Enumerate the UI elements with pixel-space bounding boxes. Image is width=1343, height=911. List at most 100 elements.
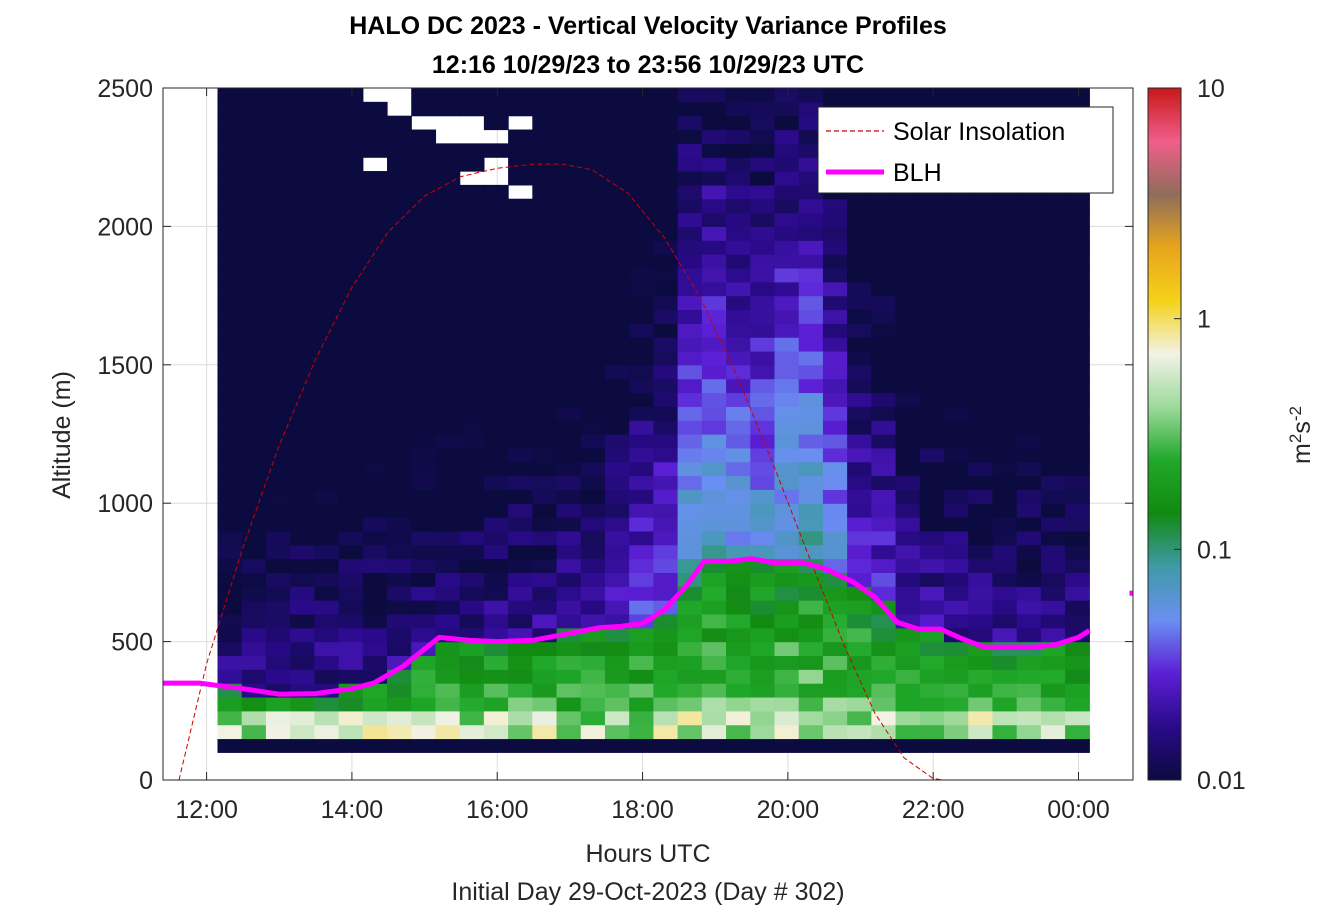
- heatmap-cell: [919, 600, 945, 615]
- heatmap-cell: [290, 420, 315, 435]
- heatmap-cell: [968, 267, 994, 283]
- heatmap-cell: [895, 475, 921, 490]
- heatmap-cell: [362, 226, 388, 241]
- heatmap-cell: [992, 309, 1018, 324]
- heatmap-cell: [580, 350, 606, 366]
- heatmap-cell: [265, 350, 291, 366]
- heatmap-cell: [338, 558, 364, 573]
- heatmap-cell: [265, 378, 291, 394]
- colorbar-gradient: [1147, 87, 1182, 781]
- heatmap-cell: [411, 337, 437, 352]
- heatmap-cell: [798, 254, 824, 269]
- heatmap-cell: [362, 600, 388, 615]
- heatmap-cell: [314, 724, 340, 740]
- heatmap-cell: [580, 420, 606, 435]
- heatmap-cell: [677, 517, 703, 532]
- heatmap-cell: [726, 350, 751, 366]
- heatmap-cell: [726, 724, 751, 740]
- heatmap-cell: [629, 558, 655, 573]
- heatmap-cell: [387, 724, 412, 740]
- heatmap-cell: [1040, 88, 1066, 103]
- heatmap-cell: [677, 88, 703, 103]
- heatmap-cell: [750, 240, 776, 255]
- heatmap-cell: [919, 503, 945, 518]
- heatmap-cell: [895, 683, 921, 698]
- heatmap-cell: [338, 475, 364, 490]
- heatmap-cell: [1040, 267, 1066, 283]
- heatmap-cell: [459, 350, 485, 366]
- heatmap-cell: [556, 143, 582, 158]
- heatmap-cell: [822, 364, 848, 380]
- heatmap-cell: [362, 627, 388, 643]
- heatmap-cell: [944, 309, 969, 324]
- heatmap-cell: [532, 434, 558, 449]
- heatmap-cell: [701, 447, 727, 463]
- heatmap-cell: [580, 295, 606, 311]
- heatmap-cell: [290, 129, 315, 144]
- heatmap-cell: [580, 281, 606, 297]
- heatmap-cell: [604, 683, 630, 698]
- heatmap-cell: [459, 572, 485, 587]
- heatmap-cell: [483, 267, 509, 283]
- heatmap-cell: [871, 461, 897, 477]
- heatmap-cell: [314, 738, 340, 753]
- heatmap-cell: [847, 378, 872, 394]
- heatmap-cell: [726, 240, 751, 255]
- heatmap-cell: [387, 171, 412, 186]
- heatmap-cell: [483, 489, 509, 504]
- x-axis-ticks: 12:00 14:00 16:00 18:00 20:00 22:00 00:00: [175, 88, 1110, 824]
- heatmap-cell: [217, 613, 243, 629]
- x-axis-label: Hours UTC: [585, 840, 710, 868]
- heatmap-cell: [1040, 517, 1066, 532]
- heatmap-cell: [774, 475, 800, 490]
- heatmap-cell: [1016, 655, 1042, 670]
- heatmap-cell: [217, 503, 243, 518]
- heatmap-cell: [701, 364, 727, 380]
- heatmap-cell: [362, 143, 388, 158]
- heatmap-cell: [314, 710, 340, 726]
- heatmap-cell: [701, 627, 727, 643]
- heatmap-cell: [508, 461, 533, 477]
- heatmap-cell: [822, 696, 848, 712]
- heatmap-cell: [483, 350, 509, 366]
- heatmap-cell: [750, 378, 776, 394]
- heatmap-cell: [847, 226, 872, 241]
- heatmap-cell: [1016, 254, 1042, 269]
- heatmap-cell: [701, 378, 727, 394]
- heatmap-cell: [265, 696, 291, 712]
- heatmap-cell: [508, 240, 533, 255]
- heatmap-cell: [217, 143, 243, 158]
- heatmap-cell: [992, 461, 1018, 477]
- heatmap-cell: [508, 544, 533, 560]
- heatmap-cell: [822, 503, 848, 518]
- heatmap-cell: [604, 710, 630, 726]
- heatmap-cell: [459, 475, 485, 490]
- heatmap-cell: [968, 627, 994, 643]
- heatmap-cell: [290, 600, 315, 615]
- heatmap-cell: [798, 212, 824, 227]
- heatmap-cell: [338, 600, 364, 615]
- heatmap-cell: [387, 517, 412, 532]
- heatmap-cell: [871, 88, 897, 103]
- heatmap-cell: [217, 129, 243, 144]
- heatmap-cell: [653, 530, 679, 546]
- y-tick-label: 500: [111, 629, 153, 657]
- heatmap-cell: [677, 240, 703, 255]
- heatmap-cell: [459, 295, 485, 311]
- heatmap-cell: [411, 447, 437, 463]
- heatmap-cell: [774, 434, 800, 449]
- heatmap-cell: [387, 461, 412, 477]
- heatmap-cell: [532, 530, 558, 546]
- heatmap-cell: [604, 641, 630, 657]
- heatmap-cell: [701, 184, 727, 200]
- heatmap-cell: [604, 129, 630, 144]
- heatmap-cell: [919, 447, 945, 463]
- heatmap-cell: [750, 530, 776, 546]
- heatmap-cell: [871, 503, 897, 518]
- heatmap-cell: [1065, 295, 1090, 311]
- heatmap-cell: [847, 198, 872, 214]
- heatmap-cell: [774, 254, 800, 269]
- heatmap-cell: [314, 544, 340, 560]
- heatmap-cell: [411, 489, 437, 504]
- heatmap-cell: [944, 378, 969, 394]
